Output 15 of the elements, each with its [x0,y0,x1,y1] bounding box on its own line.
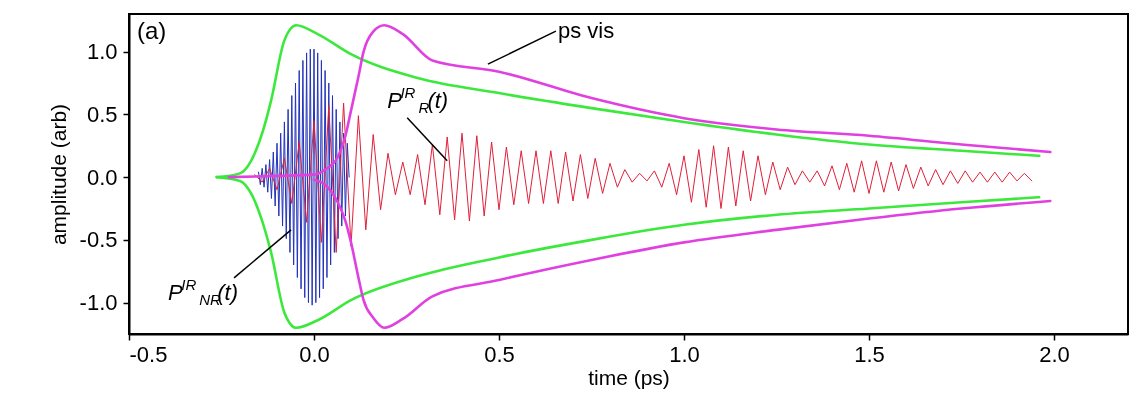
x-tick-label: 2.0 [1039,341,1070,367]
x-tick-label: 0.5 [484,341,515,367]
x-tick-label: 1.0 [669,341,700,367]
y-tick-label: 0.0 [86,164,118,190]
y-axis-title: amplitude (arb) [46,103,70,246]
y-tick-label: -1.0 [79,290,118,316]
x-tick-label: 0.0 [299,341,330,367]
annotation: (a) [137,17,167,44]
y-tick-label: 0.5 [86,101,118,127]
y-tick-label: 1.0 [86,39,118,65]
x-tick-label: -0.5 [129,341,168,367]
y-tick-label: -0.5 [79,227,118,253]
annotation: ps vis [557,18,615,44]
x-axis-title: time (ps) [588,365,670,389]
x-tick-label: 1.5 [854,341,885,367]
